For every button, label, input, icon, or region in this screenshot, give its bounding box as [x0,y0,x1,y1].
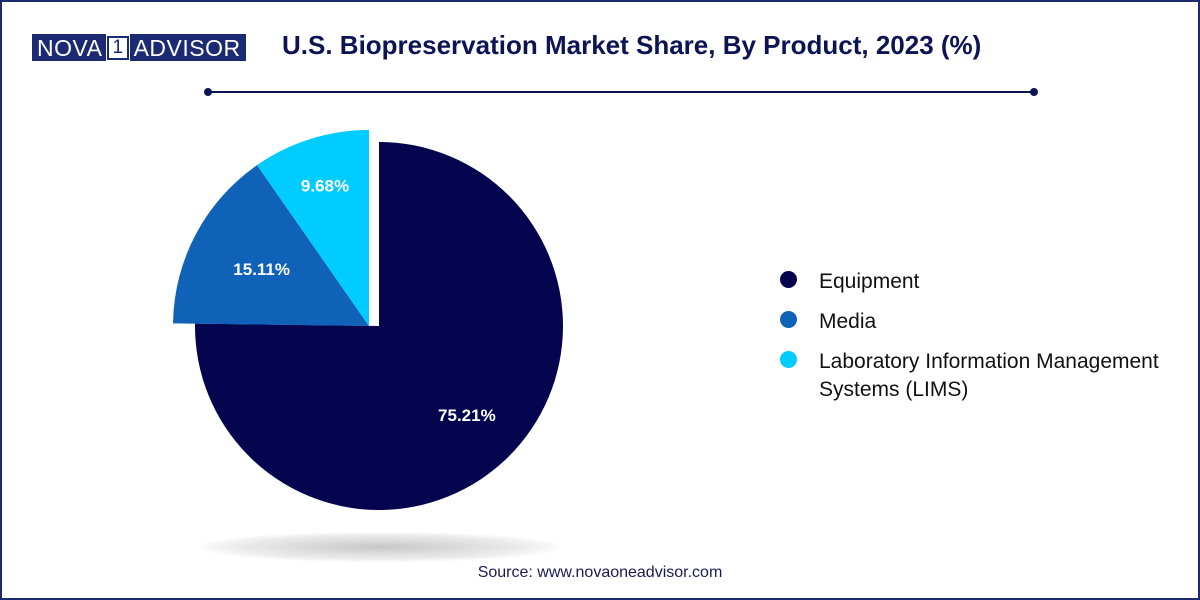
title-divider [208,91,1034,93]
pie-slice-equipment [195,142,563,511]
nova-one-advisor-logo: NOVA 1 ADVISOR [32,34,246,61]
legend-label-lims: Laboratory Information Management System… [819,350,1159,401]
pie-slice-lims [257,130,369,326]
logo-nova: NOVA [32,34,107,61]
divider-left-dot [204,88,212,96]
legend-swatch-media [780,311,797,328]
pie-slice-media [173,165,369,326]
chart-title: U.S. Biopreservation Market Share, By Pr… [282,30,982,60]
source-note: Source: www.novaoneadvisor.com [477,564,723,581]
slice-label-lims: 9.68% [301,177,349,196]
legend-label-media: Media [819,310,877,333]
legend-item-equipment: Equipment [780,268,1159,296]
legend-item-media: Media [780,308,1159,336]
divider-right-dot [1030,88,1038,96]
legend: Equipment Media Laboratory Information M… [780,268,1159,416]
pie-shadow [200,532,560,562]
slice-label-equipment: 75.21% [438,406,496,425]
slice-label-media: 15.11% [233,260,290,279]
legend-item-lims: Laboratory Information Management System… [780,348,1159,404]
logo-advisor: ADVISOR [129,34,246,61]
logo-one: 1 [107,35,129,60]
legend-swatch-equipment [780,271,797,288]
legend-swatch-lims [780,351,797,368]
legend-label-equipment: Equipment [819,270,920,293]
